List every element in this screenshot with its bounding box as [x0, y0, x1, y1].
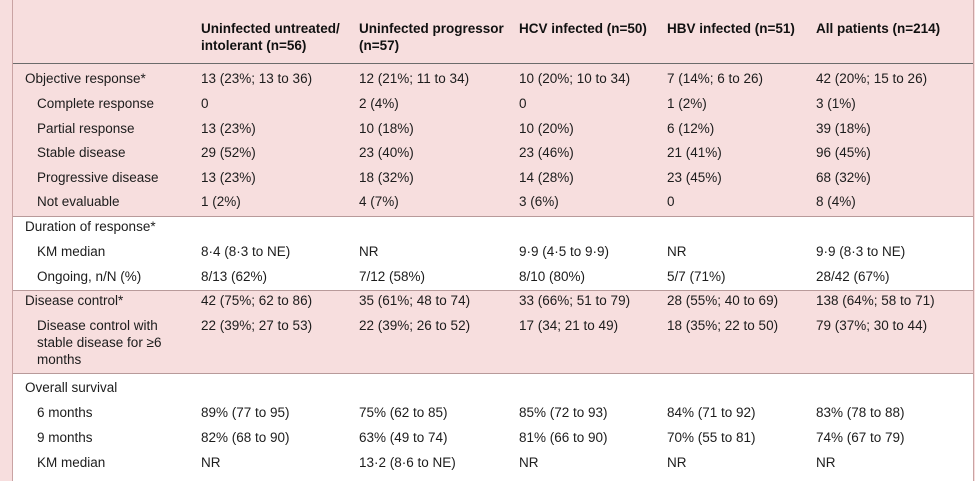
- row-label: Partial response: [37, 121, 135, 136]
- table-cell: 22 (39%; 27 to 53): [201, 318, 313, 333]
- row-label: Objective response*: [25, 71, 146, 86]
- table-cell: 22 (39%; 26 to 52): [359, 318, 471, 333]
- header-col-5: All patients (n=214): [816, 21, 941, 36]
- table-cell: 21 (41%): [667, 145, 722, 160]
- table-cell: 0: [201, 96, 209, 111]
- row-label: Duration of response*: [25, 219, 156, 234]
- table-cell: 14 (28%): [519, 170, 574, 185]
- table-cell: 83% (78 to 88): [816, 405, 905, 420]
- table-cell: 23 (45%): [667, 170, 722, 185]
- table-cell: 2 (4%): [359, 96, 399, 111]
- table-cell: 10 (20%; 10 to 34): [519, 71, 631, 86]
- table-cell: NR: [519, 455, 539, 470]
- table-cell: 17 (34; 21 to 49): [519, 318, 619, 333]
- table-cell: 75% (62 to 85): [359, 405, 448, 420]
- table-cell: 1 (2%): [667, 96, 707, 111]
- header-col-1: Uninfected untreated/ intolerant (n=56): [201, 21, 340, 53]
- table-cell: 89% (77 to 95): [201, 405, 290, 420]
- table-cell: 96 (45%): [816, 145, 871, 160]
- table-cell: 18 (35%; 22 to 50): [667, 318, 779, 333]
- table-cell: 74% (67 to 79): [816, 430, 905, 445]
- row-label: Not evaluable: [37, 194, 120, 209]
- table-cell: 18 (32%): [359, 170, 414, 185]
- table-cell: 35 (61%; 48 to 74): [359, 293, 471, 308]
- section-rule-1: [13, 216, 973, 217]
- table-cell: 81% (66 to 90): [519, 430, 608, 445]
- duration-band: [13, 216, 973, 290]
- row-label: Overall survival: [25, 380, 118, 395]
- row-label: KM median: [37, 455, 106, 470]
- table-cell: 42 (20%; 15 to 26): [816, 71, 928, 86]
- table-cell: NR: [359, 244, 379, 259]
- survival-band: [13, 373, 973, 481]
- table-cell: 82% (68 to 90): [201, 430, 290, 445]
- row-label: Ongoing, n/N (%): [37, 269, 142, 284]
- results-table: Uninfected untreated/ intolerant (n=56) …: [12, 0, 974, 481]
- table-cell: 7 (14%; 6 to 26): [667, 71, 764, 86]
- header-rule: [13, 63, 973, 64]
- table-cell: 63% (49 to 74): [359, 430, 448, 445]
- table-cell: 84% (71 to 92): [667, 405, 756, 420]
- table-cell: 85% (72 to 93): [519, 405, 608, 420]
- table-cell: 5/7 (71%): [667, 269, 726, 284]
- table-cell: 42 (75%; 62 to 86): [201, 293, 313, 308]
- table-cell: 10 (18%): [359, 121, 414, 136]
- row-label: Disease control*: [25, 293, 124, 308]
- row-label: Disease control with stable disease for …: [37, 318, 162, 367]
- table-cell: 79 (37%; 30 to 44): [816, 318, 928, 333]
- table-cell: 39 (18%): [816, 121, 871, 136]
- table-cell: 6 (12%): [667, 121, 715, 136]
- table-cell: 1 (2%): [201, 194, 241, 209]
- row-label: Stable disease: [37, 145, 126, 160]
- table-cell: 28/42 (67%): [816, 269, 890, 284]
- table-cell: 68 (32%): [816, 170, 871, 185]
- table-cell: 8 (4%): [816, 194, 856, 209]
- table-cell: 33 (66%; 51 to 79): [519, 293, 631, 308]
- table-cell: 70% (55 to 81): [667, 430, 756, 445]
- row-label: KM median: [37, 244, 106, 259]
- row-label: 6 months: [37, 405, 93, 420]
- table-cell: NR: [816, 455, 836, 470]
- row-label: 9 months: [37, 430, 93, 445]
- table-cell: 9·9 (4·5 to 9·9): [519, 244, 610, 259]
- row-label: Progressive disease: [37, 170, 159, 185]
- table-cell: 28 (55%; 40 to 69): [667, 293, 779, 308]
- table-cell: 0: [519, 96, 527, 111]
- table-cell: 13 (23%): [201, 170, 256, 185]
- table-cell: 29 (52%): [201, 145, 256, 160]
- table-cell: 9·9 (8·3 to NE): [816, 244, 906, 259]
- table-cell: 4 (7%): [359, 194, 399, 209]
- table-cell: 0: [667, 194, 675, 209]
- table-cell: 23 (40%): [359, 145, 414, 160]
- table-cell: 3 (6%): [519, 194, 559, 209]
- table-cell: 12 (21%; 11 to 34): [359, 71, 470, 86]
- section-rule-2: [13, 290, 973, 291]
- table-cell: NR: [667, 244, 687, 259]
- table-cell: NR: [667, 455, 687, 470]
- table-cell: 10 (20%): [519, 121, 574, 136]
- table-cell: 3 (1%): [816, 96, 856, 111]
- row-label: Complete response: [37, 96, 155, 111]
- table-cell: 7/12 (58%): [359, 269, 426, 284]
- table-cell: 138 (64%; 58 to 71): [816, 293, 935, 308]
- header-col-2: Uninfected progressor (n=57): [359, 21, 504, 53]
- table-cell: 13 (23%; 13 to 36): [201, 71, 313, 86]
- table-cell: 8/10 (80%): [519, 269, 586, 284]
- header-col-4: HBV infected (n=51): [667, 21, 795, 36]
- table-cell: 23 (46%): [519, 145, 574, 160]
- table-cell: NR: [201, 455, 221, 470]
- header-col-3: HCV infected (n=50): [519, 21, 647, 36]
- table-cell: 8·4 (8·3 to NE): [201, 244, 291, 259]
- table-cell: 13 (23%): [201, 121, 256, 136]
- table-cell: 13·2 (8·6 to NE): [359, 455, 456, 470]
- table-cell: 8/13 (62%): [201, 269, 268, 284]
- section-rule-3: [13, 373, 973, 374]
